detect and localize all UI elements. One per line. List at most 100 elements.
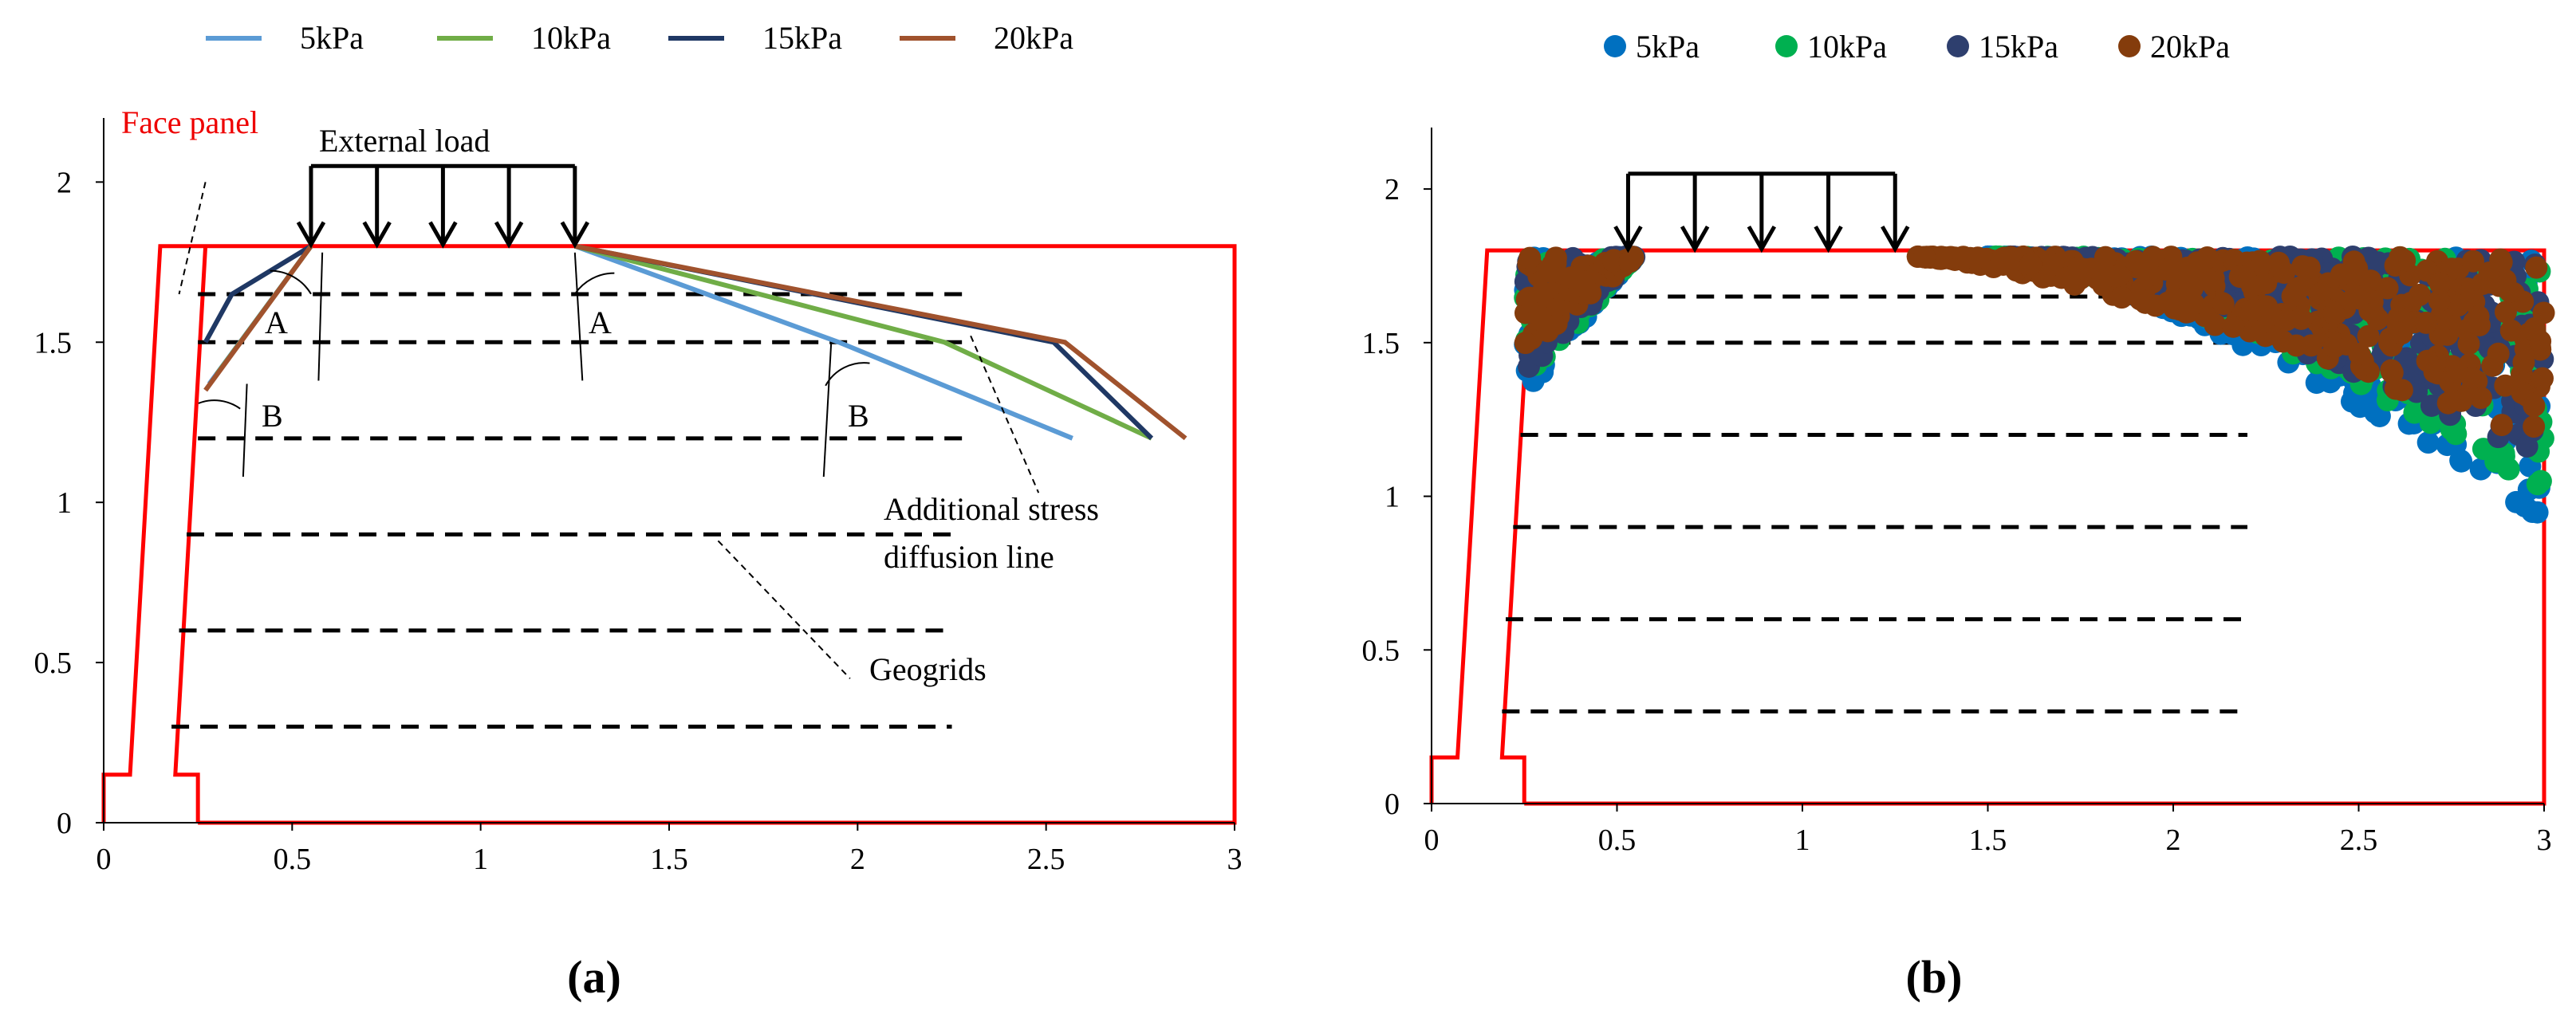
scatter-point-20kPa (2348, 343, 2371, 366)
x-tick-label: 2 (2166, 823, 2181, 857)
scatter-point-20kPa (2199, 270, 2222, 293)
angle-b-left-label: B (262, 398, 283, 434)
angle-a-left-ref (317, 252, 324, 381)
panel-a-legend: 5kPa 10kPa 15kPa 20kPa (206, 20, 1073, 56)
series-line-10kPa-right (574, 243, 1153, 441)
panel-b-series (1514, 245, 2555, 524)
x-tick-label: 0.5 (274, 843, 312, 876)
scatter-point-20kPa (2457, 332, 2480, 356)
scatter-point-5kPa (2449, 449, 2472, 472)
load-arrow-head (1613, 225, 1643, 254)
y-tick-label: 1 (57, 486, 72, 520)
angle-b-right-label: B (848, 398, 869, 434)
angle-b-right-arc (825, 362, 870, 387)
angle-b-left-ref (242, 383, 248, 478)
scatter-point-10kPa (2403, 401, 2426, 424)
x-tick-label: 0.5 (1598, 823, 1637, 857)
legend-label: 20kPa (994, 20, 1073, 56)
caption-b: (b) (1906, 951, 1963, 1003)
scatter-point-20kPa (2019, 253, 2042, 276)
scatter-point-20kPa (2204, 313, 2227, 336)
scatter-point-20kPa (1940, 246, 1963, 269)
face-panel-label: Face panel (121, 104, 258, 140)
angle-a-left-arc (270, 269, 312, 295)
scatter-point-15kPa (2367, 251, 2390, 274)
scatter-point-20kPa (2436, 391, 2460, 415)
scatter-point-20kPa (2359, 269, 2382, 293)
legend-label: 5kPa (300, 20, 364, 56)
angle-b-right-ref (822, 342, 833, 478)
scatter-point-20kPa (2416, 349, 2439, 372)
panel-a-series (203, 243, 1188, 441)
scatter-point-20kPa (1560, 266, 1583, 289)
angle-a-right-arc (574, 272, 615, 295)
panel-b-legend: 5kPa 10kPa 15kPa 20kPa (1604, 29, 2230, 65)
external-load-label: External load (319, 123, 490, 159)
load-arrow-head (428, 221, 458, 249)
scatter-point-20kPa (2137, 264, 2160, 287)
panel-a-annotations: Face panel External load A A B B Additio… (121, 104, 1099, 687)
panel-b-geogrids (1502, 294, 2247, 713)
scatter-point-5kPa (2416, 431, 2440, 454)
series-line-15kPa-left (203, 244, 313, 344)
scatter-point-20kPa (2255, 295, 2279, 318)
angle-b-left-arc (198, 399, 241, 410)
scatter-point-20kPa (2330, 263, 2353, 286)
panel-b-external-load (1613, 171, 1910, 254)
load-arrow-head (1881, 225, 1910, 254)
scatter-point-20kPa (2487, 342, 2510, 365)
scatter-point-20kPa (2182, 293, 2205, 316)
scatter-point-20kPa (2094, 246, 2117, 269)
stress-line-pointer (970, 335, 1040, 493)
load-arrow-head (494, 221, 524, 249)
x-tick-label: 3 (2537, 823, 2552, 857)
x-tick-label: 1.5 (1969, 823, 2007, 857)
scatter-point-20kPa (2074, 257, 2097, 281)
scatter-point-10kPa (2472, 438, 2495, 461)
x-tick-label: 1.5 (650, 843, 688, 876)
series-line-5kPa-right (573, 243, 1073, 441)
scatter-point-20kPa (2531, 367, 2554, 390)
scatter-point-20kPa (2523, 320, 2546, 343)
scatter-point-5kPa (2305, 371, 2328, 395)
legend-label: 10kPa (1807, 29, 1887, 65)
angle-a-right-ref (573, 252, 584, 381)
y-tick-label: 1 (1385, 481, 1400, 514)
scatter-point-10kPa (2492, 445, 2515, 468)
x-tick-label: 1 (473, 843, 488, 876)
caption-a: (a) (567, 951, 621, 1003)
scatter-point-20kPa (2141, 246, 2164, 269)
scatter-point-20kPa (2478, 261, 2501, 284)
panel-b-chart: 5kPa 10kPa 15kPa 20kPa 0 0.5 1 1.5 2 2.5 3 0 0.5 1 1.… (1362, 29, 2555, 857)
scatter-point-20kPa (2181, 276, 2204, 299)
scatter-point-20kPa (2393, 249, 2416, 272)
scatter-point-20kPa (2110, 286, 2133, 309)
scatter-point-20kPa (2362, 301, 2385, 324)
face-panel-pointer (178, 182, 207, 295)
x-tick-label: 2.5 (2340, 823, 2378, 857)
scatter-point-20kPa (1518, 246, 1542, 269)
scatter-point-20kPa (1535, 314, 1558, 337)
legend-label: 10kPa (531, 20, 611, 56)
scatter-point-20kPa (2322, 302, 2346, 325)
scatter-point-20kPa (2182, 255, 2205, 278)
scatter-point-20kPa (1912, 246, 1936, 269)
scatter-point-20kPa (2390, 322, 2413, 345)
scatter-point-20kPa (2494, 301, 2517, 324)
legend-label: 5kPa (1636, 29, 1700, 65)
panel-a-external-load (296, 163, 590, 249)
scatter-point-20kPa (2228, 265, 2251, 289)
y-tick-label: 2 (57, 166, 72, 199)
scatter-point-20kPa (2461, 250, 2484, 273)
face-panel-outline (173, 246, 208, 823)
scatter-point-20kPa (2323, 336, 2346, 359)
scatter-point-20kPa (1618, 250, 1641, 273)
legend-label: 20kPa (2150, 29, 2230, 65)
angle-a-left-label: A (265, 305, 288, 340)
scatter-point-15kPa (2515, 435, 2539, 458)
scatter-point-20kPa (2222, 315, 2245, 338)
load-arrow-head (296, 221, 326, 249)
scatter-point-20kPa (1991, 247, 2015, 270)
panel-a-axes: 0 0.5 1 1.5 2 2.5 3 0 0.5 1 1.5 2 (34, 118, 1243, 876)
